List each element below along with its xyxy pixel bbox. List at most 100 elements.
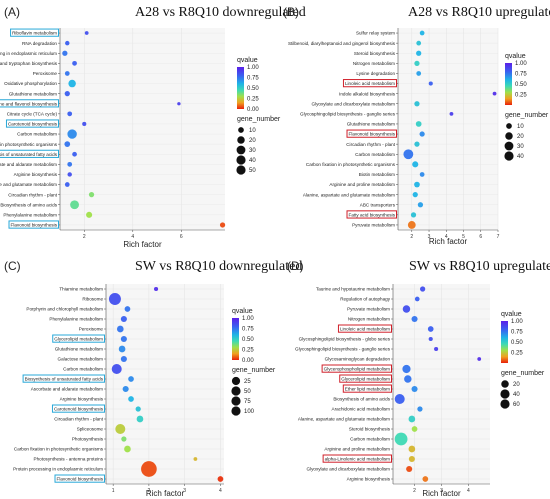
category-label: Steroid biosynthesis — [349, 427, 391, 432]
data-point — [135, 406, 141, 412]
legend-color-tick: 0.75 — [511, 330, 523, 336]
data-point — [64, 141, 71, 148]
data-point — [434, 346, 439, 352]
category-label: Biotin metabolism — [359, 172, 395, 177]
plot-area — [60, 28, 225, 230]
data-point — [72, 151, 77, 157]
legend-color-tick: 0.75 — [242, 327, 254, 333]
legend-size-circle — [501, 380, 509, 388]
category-label: Flavonoid biosynthesis — [11, 223, 58, 228]
data-point — [449, 111, 454, 116]
legend-size-circle — [237, 136, 245, 144]
data-point — [419, 131, 425, 137]
data-point — [120, 315, 127, 323]
category-label: Glutathione metabolism — [9, 91, 57, 96]
legend-size-circle — [506, 123, 512, 129]
x-tick-label: 2 — [413, 488, 416, 494]
data-point — [414, 296, 420, 302]
data-point — [416, 50, 422, 56]
data-point — [416, 40, 422, 46]
x-tick-label: 6 — [180, 234, 183, 240]
category-highlight-box — [10, 28, 59, 37]
legend-size-circle — [500, 399, 510, 409]
category-label: Biosynthesis of amino acids — [0, 202, 57, 207]
legend-size-label: 40 — [517, 154, 524, 160]
category-label: Phenylalanine metabolism — [49, 317, 103, 322]
legend-color-tick: 0.25 — [515, 93, 527, 99]
legend-size-label: 20 — [517, 134, 524, 140]
category-label: Circadian rhythm - plant — [54, 417, 103, 422]
x-axis-label: Rich factor — [146, 489, 185, 498]
category-label: Carbon fixation in photosynthetic organi… — [0, 142, 58, 147]
data-point — [417, 406, 423, 412]
x-tick-label: 2 — [83, 234, 86, 240]
data-point — [428, 81, 433, 86]
legend-color-tick: 0.50 — [511, 340, 523, 346]
panel-label: (A) — [4, 5, 20, 19]
category-label: RNA degradation — [22, 41, 57, 46]
category-label: Glycosphingolipid biosynthesis - ganglio… — [300, 111, 396, 116]
data-point — [411, 385, 418, 393]
data-point — [88, 192, 95, 198]
data-point — [407, 221, 416, 229]
category-label: Carotenoid biosynthesis — [54, 407, 104, 412]
legend-color-tick: 1.00 — [511, 319, 523, 325]
panel-title: A28 vs R8Q10 downregulated — [135, 5, 306, 20]
legend-size-label: 50 — [244, 389, 251, 395]
legend-size-circle — [231, 376, 241, 386]
category-highlight-box — [342, 384, 392, 393]
category-label: Oxidative phosphorylation — [4, 81, 57, 86]
category-label: Lysine degradation — [356, 71, 395, 76]
legend-color-tick: 0.50 — [515, 82, 527, 88]
category-label: Carbon metabolism — [355, 152, 395, 157]
data-point — [154, 286, 159, 292]
data-point — [422, 476, 429, 482]
legend-size-circle — [231, 396, 241, 406]
category-label: Circadian rhythm - plant — [346, 142, 395, 147]
category-label: Arginine biosynthesis — [14, 172, 58, 177]
data-point — [128, 396, 134, 402]
legend-color-bar — [237, 67, 244, 109]
panel-title: SW vs R8Q10 downregulated — [135, 259, 302, 274]
data-point — [141, 461, 157, 477]
category-label: Flavone and flavonol biosynthesis — [0, 101, 58, 106]
category-label: Thiamine metabolism — [59, 287, 103, 292]
category-label: Indole alkaloid biosynthesis — [339, 91, 396, 96]
category-label: Biosynthesis of unsaturated fatty acids — [25, 377, 104, 382]
data-point — [219, 222, 226, 228]
legend-size-label: 100 — [244, 409, 255, 415]
data-point — [416, 71, 422, 76]
category-label: Ribosome — [82, 297, 103, 302]
data-point — [136, 415, 144, 423]
x-tick-label: 2 — [410, 234, 413, 240]
data-point — [404, 375, 412, 383]
category-highlight-box — [5, 119, 59, 128]
data-point — [414, 101, 420, 107]
data-point — [408, 445, 416, 453]
category-label: Arachidonic acid metabolism — [332, 407, 391, 412]
category-label: Glycosphingolipid biosynthesis - globo s… — [299, 337, 391, 342]
category-label: Arginine and proline metabolism — [324, 447, 390, 452]
category-label: Arginine and proline metabolism — [329, 182, 395, 187]
legend-size-label: 40 — [249, 158, 256, 164]
legend-size-label: 60 — [513, 402, 520, 408]
category-highlight-box — [22, 374, 105, 383]
legend-color-tick: 0.50 — [242, 337, 254, 343]
category-label: Peroxisome — [79, 327, 104, 332]
category-label: alpha-Linolenic acid metabolism — [325, 457, 391, 462]
data-point — [108, 293, 121, 305]
category-label: Glutathione metabolism — [347, 122, 395, 127]
legend-color-bar — [501, 321, 508, 363]
x-tick-label: 2 — [148, 488, 151, 494]
legend-color-tick: 0.25 — [242, 348, 254, 354]
x-tick-label: 5 — [462, 234, 465, 240]
category-highlight-box — [346, 129, 397, 138]
category-label: Arginine biosynthesis — [60, 397, 104, 402]
chart-panel-2: (B) A28 vs R8Q10 upregulated 2 3 4 5 6 7 Sulfur … — [283, 5, 550, 246]
legend-size-label: 10 — [249, 128, 256, 134]
plot-area — [106, 284, 224, 484]
category-label: Sulfur relay system — [356, 31, 395, 36]
category-highlight-box — [54, 474, 105, 483]
data-point — [124, 306, 131, 312]
data-point — [64, 71, 70, 76]
